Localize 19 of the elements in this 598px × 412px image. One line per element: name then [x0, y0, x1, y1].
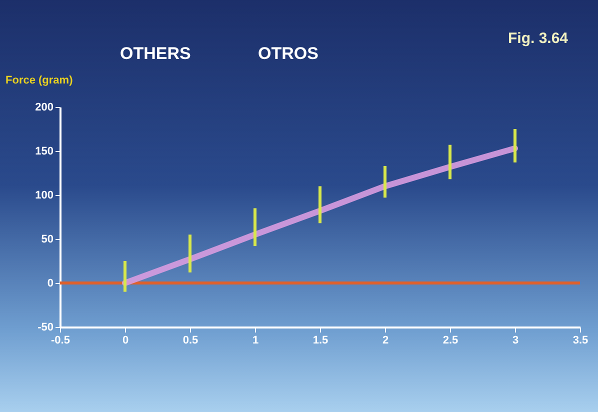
x-tick-label: 1: [252, 334, 259, 346]
x-tick-label: 1.5: [312, 334, 328, 346]
x-tick-label: 3: [512, 334, 519, 346]
x-tick-label: 0: [122, 334, 129, 346]
chart-title: OTHERS: [120, 44, 191, 64]
y-tick-label: -50: [38, 322, 54, 334]
y-tick-label: 0: [47, 278, 54, 290]
y-tick-label: 50: [41, 234, 54, 246]
x-tick-label: 2.5: [442, 334, 458, 346]
x-tick-label: 2: [382, 334, 389, 346]
y-axis-title: Force (gram): [6, 74, 74, 86]
x-tick-label: 0.5: [182, 334, 198, 346]
y-tick-label: 200: [35, 102, 54, 114]
y-tick-label: 100: [35, 190, 54, 202]
x-tick-label: -0.5: [51, 334, 70, 346]
caption: Fig. 3.64: [508, 30, 568, 47]
x-tick-label: 3.5: [572, 334, 588, 346]
text: OTROS: [258, 44, 318, 64]
y-tick-label: 150: [35, 146, 54, 158]
